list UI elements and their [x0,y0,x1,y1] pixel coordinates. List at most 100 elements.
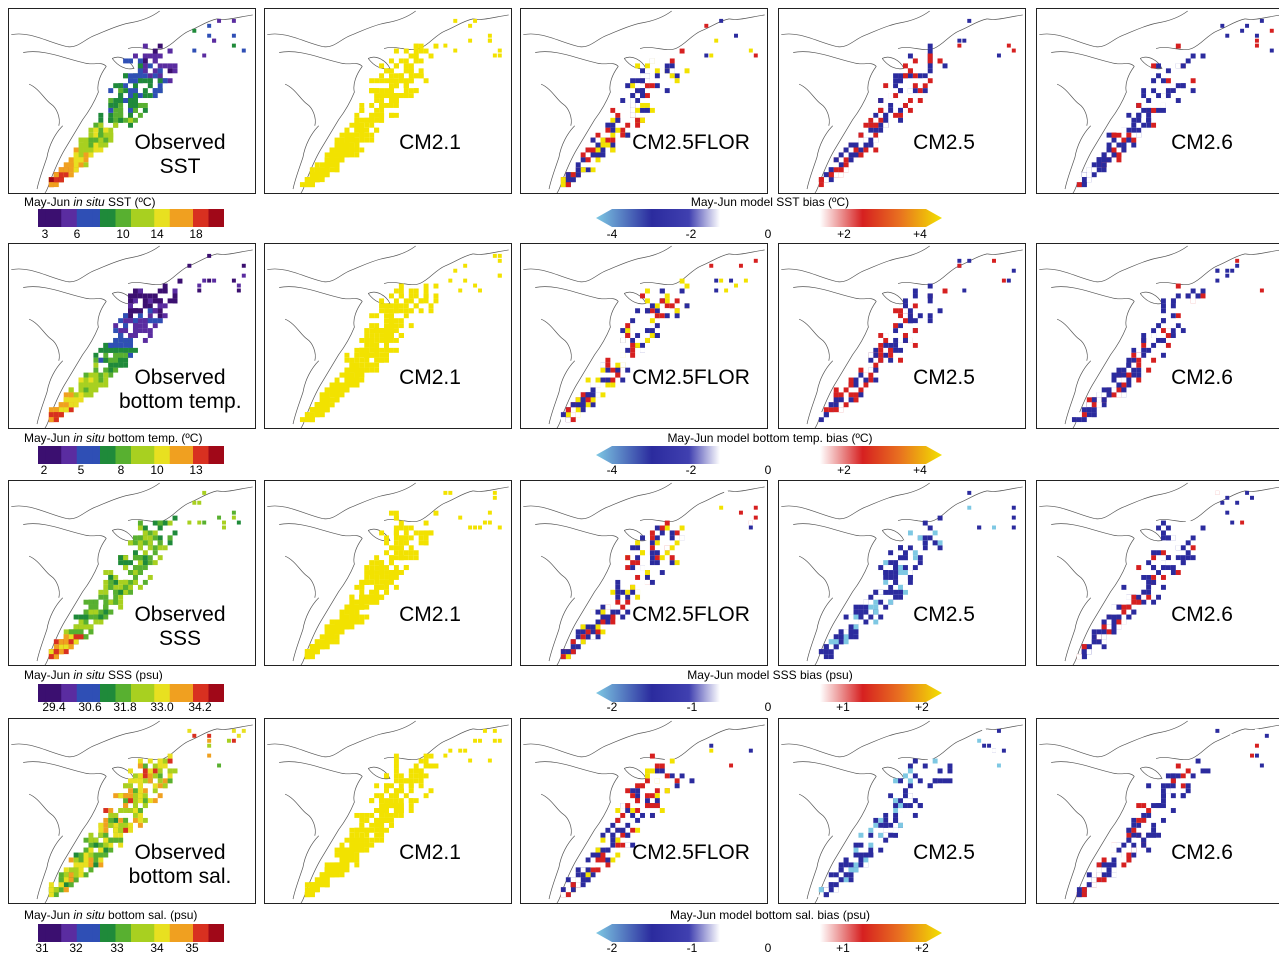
bias-map [781,720,1023,903]
colorbar-swatch [131,209,140,227]
coastline-line [1245,14,1279,20]
coastline-line [548,597,575,662]
colorbar-swatch [216,446,224,464]
colorbar-swatch [123,209,132,227]
model-panel-label: CM2.5 [913,131,975,154]
colorbar-swatch [185,924,194,942]
observed-panel-label: Observed bottom temp. [119,366,242,414]
coastline-line [806,835,833,900]
colorbar-tick-label: 2 [40,463,48,477]
colorbar-tick-label: 0 [764,463,772,477]
model-bias-map-panel: CM2.5 [778,480,1026,666]
colorbar-tick-label: 8 [117,463,125,477]
colorbar-swatch [138,446,147,464]
colorbar-swatch [138,209,147,227]
coastline-line [1072,538,1135,665]
coastline-line [1245,486,1279,492]
bias-field [299,253,502,423]
colorbar-swatch [115,446,124,464]
colorbar-swatch [146,209,155,227]
colorbar-swatch [162,684,171,702]
colorbar-tick-label: +2 [915,700,929,714]
colorbar-tick-label: 0 [764,227,772,241]
coastline-line [23,51,107,67]
coastline-line [28,793,60,836]
coastline-line [1056,318,1088,361]
coastline-line [540,793,572,836]
bias-colorbar-negative [596,684,720,702]
colorbar-swatch [115,684,124,702]
observed-map [11,482,253,665]
model-panel-label: CM2.6 [1171,131,1233,154]
colorbar-swatch [45,446,54,464]
coastline-line [11,10,160,48]
coastline-line [556,776,619,903]
bias-colorbar-ticks: -4 -2 0 +2 +4 [0,228,1000,242]
colorbar-swatch [138,684,147,702]
model-panel-label: CM2.5 [913,366,975,389]
colorbar-swatch [76,209,85,227]
model-panel-label: CM2.1 [399,603,461,626]
model-bias-map-panel: CM2.6 [1036,243,1279,429]
colorbar-swatch [216,924,224,942]
coastline-line [267,245,416,283]
coastline-line [881,528,905,542]
colorbar-swatch [38,924,47,942]
model-panel-label: CM2.5FLOR [632,603,750,626]
observed-colorbar-ticks: 31 32 33 34 35 [0,942,260,956]
coastline-line [535,286,619,302]
coastline-line [781,245,930,283]
coastline-line [781,720,930,758]
colorbar-tick-label: 33 [110,941,124,955]
colorbar-swatch [123,446,132,464]
colorbar-tick-label: -2 [685,227,697,241]
model-bias-map-panel: CM2.5FLOR [520,480,768,666]
model-panel-label: CM2.5FLOR [632,841,750,864]
coastline-line [36,835,63,900]
caption-italic: in situ [73,668,105,682]
coastline-line [1245,249,1279,255]
bias-map [523,482,765,665]
bias-colorbar-ticks: -2 -1 0 +1 +2 [0,942,1000,956]
coastline-line [267,10,416,48]
colorbar-swatch [123,924,132,942]
bias-colorbar-negative [596,209,720,227]
coastline-line [292,125,319,190]
colorbar-swatch [185,446,194,464]
bias-colorbar-svg [596,446,942,464]
observed-colorbar [38,446,224,464]
colorbar-tick-label: 13 [189,463,203,477]
coastline-line [1064,597,1091,662]
coastline-line [781,482,930,520]
bias-map [267,245,509,428]
model-bias-map-panel: CM2.6 [1036,718,1279,904]
coastline-line [292,835,319,900]
colorbar-swatch [45,209,54,227]
bias-colorbar [596,446,946,464]
bias-field [818,253,1016,423]
caption-text: May-Jun [24,668,74,682]
colorbar-tick-label: 31.8 [113,700,137,714]
bias-map [1039,245,1279,428]
bias-field [304,728,502,898]
coastline-line [292,360,319,425]
coastline-line [36,125,63,190]
observed-colorbar-caption: May-Jun in situ SST (ºC) [24,195,156,209]
bias-colorbar [596,924,946,942]
observed-colorbar-svg [38,924,224,942]
coastline-line [127,728,218,761]
coastline-line [1064,835,1091,900]
bias-field [560,490,758,660]
colorbar-swatch [169,446,178,464]
coastline-line [383,253,474,286]
coastline-line [11,482,160,520]
coastline-line [548,835,575,900]
colorbar-swatch [131,446,140,464]
coastline-line [897,18,988,51]
coastline-line [881,56,905,70]
model-bias-map-panel: CM2.6 [1036,8,1279,194]
colorbar-swatch [177,209,186,227]
colorbar-swatch [53,924,62,942]
coastline-line [881,291,905,305]
bias-map [523,10,765,193]
